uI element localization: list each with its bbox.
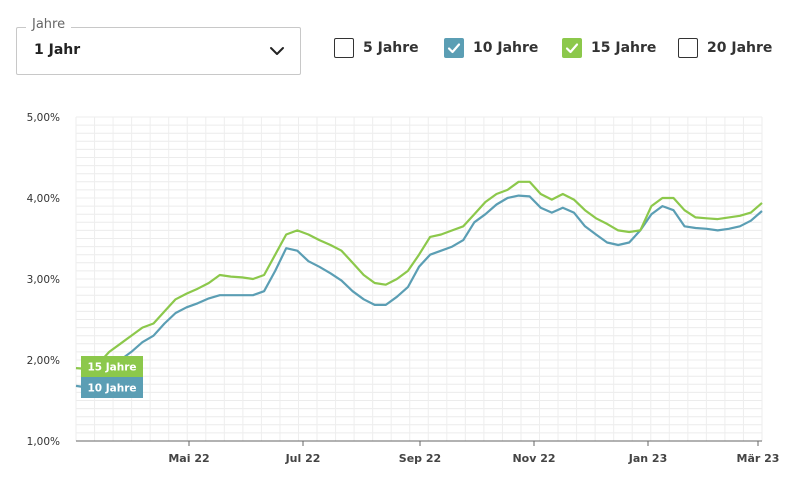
checkbox-10-jahre[interactable]: 10 Jahre	[444, 38, 538, 58]
checkbox-5-jahre[interactable]: 5 Jahre	[334, 38, 419, 58]
checkbox-box[interactable]	[444, 38, 464, 58]
checkbox-box[interactable]	[334, 38, 354, 58]
period-select[interactable]: 1 Jahr	[16, 27, 301, 75]
checkbox-label: 15 Jahre	[591, 40, 657, 56]
y-tick-label: 4,00%	[27, 193, 60, 205]
checkbox-box[interactable]	[562, 38, 582, 58]
series-tag	[81, 356, 143, 377]
y-tick-label: 3,00%	[27, 274, 60, 286]
period-select-legend: Jahre	[26, 17, 72, 33]
x-tick-label: Jul 22	[285, 452, 321, 465]
checkbox-label: 10 Jahre	[473, 40, 539, 56]
x-tick-label: Sep 22	[399, 452, 441, 465]
period-select-value: 1 Jahr	[34, 42, 81, 58]
chevron-down-icon	[270, 47, 284, 55]
yield-line-chart: 1,00% 2,00% 3,00% 4,00% 5,00% Mai 22 Jul 22 Sep…	[27, 112, 780, 465]
checkbox-label: 20 Jahre	[707, 40, 773, 56]
checkmark-icon	[565, 43, 579, 54]
x-tick-label: Mai 22	[168, 452, 209, 465]
y-tick-label: 1,00%	[27, 436, 60, 448]
y-tick-label: 2,00%	[27, 355, 60, 367]
series-tag-label: 15 Jahre	[87, 362, 136, 374]
checkbox-15-jahre[interactable]: 15 Jahre	[562, 38, 656, 58]
x-tick-label: Jan 23	[628, 452, 667, 465]
series-line-10-jahre	[75, 194, 763, 389]
series-line-15-jahre	[75, 180, 763, 370]
y-tick-label: 5,00%	[27, 112, 60, 124]
series-tag	[81, 377, 143, 398]
x-tick-label: Mär 23	[737, 452, 780, 465]
checkbox-label: 5 Jahre	[363, 40, 419, 56]
checkmark-icon	[447, 43, 461, 54]
checkbox-20-jahre[interactable]: 20 Jahre	[678, 38, 772, 58]
series-tag-label: 10 Jahre	[87, 383, 136, 395]
x-tick-label: Nov 22	[512, 452, 555, 465]
checkbox-box[interactable]	[678, 38, 698, 58]
